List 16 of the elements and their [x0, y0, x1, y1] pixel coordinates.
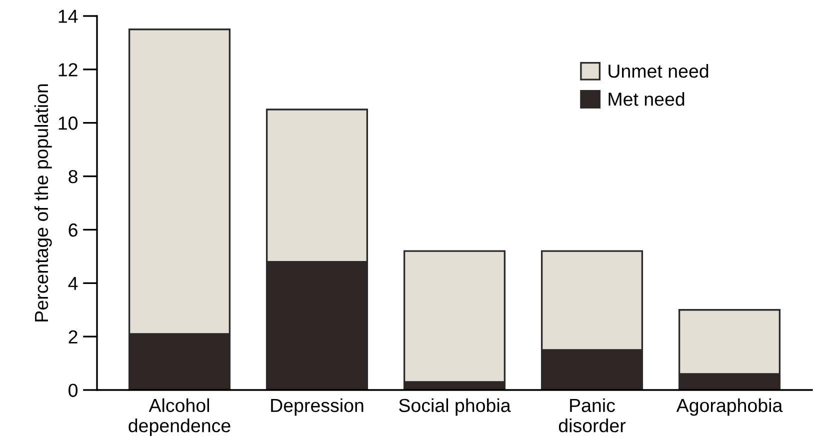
x-tick-label: Panic disorder — [558, 398, 626, 432]
x-tick-label: Depression — [271, 398, 364, 416]
y-tick-label: 6 — [68, 223, 78, 237]
y-tick-label: 2 — [68, 330, 78, 344]
x-tick-label: Social phobia — [399, 398, 511, 416]
y-tick-label: 14 — [58, 10, 78, 23]
y-tick-label: 10 — [58, 116, 78, 130]
x-tick-label: Agoraphobia — [676, 398, 783, 416]
y-tick-label: 8 — [68, 170, 78, 184]
x-tick-label: Alcohol dependence — [128, 398, 230, 436]
y-tick-label: 0 — [68, 384, 78, 397]
legend-label: Unmet need — [608, 64, 708, 78]
y-axis-title: Percentage of the population — [34, 84, 52, 322]
y-tick-label: 4 — [68, 277, 78, 290]
legend-label: Met need — [608, 92, 684, 106]
y-tick-label: 12 — [58, 63, 78, 76]
